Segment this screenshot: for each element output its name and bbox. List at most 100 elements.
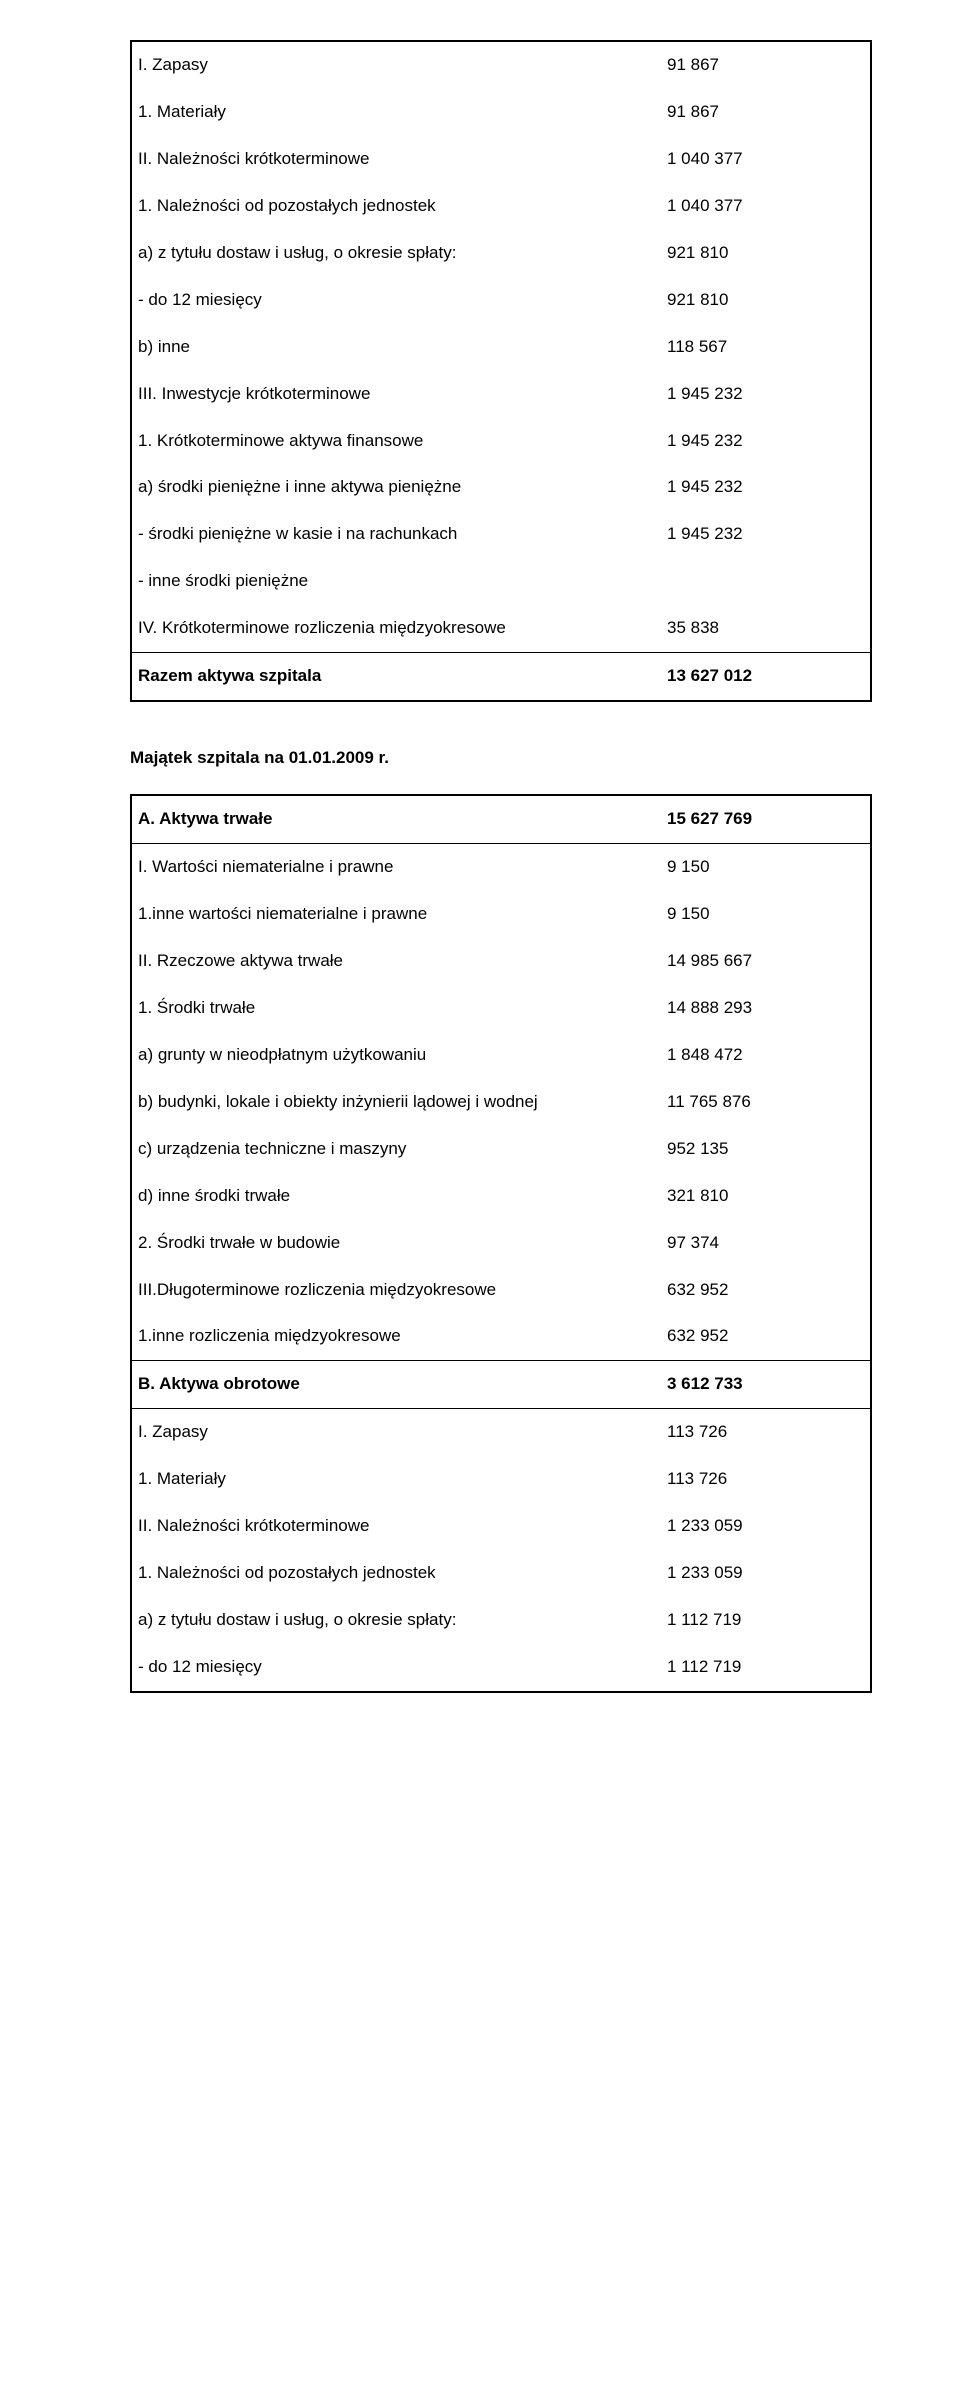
row-value: 9 150 [661, 844, 871, 891]
row-value: 3 612 733 [661, 1361, 871, 1409]
row-value: 1 945 232 [661, 511, 871, 558]
row-label: III.Długoterminowe rozliczenia międzyokr… [131, 1267, 661, 1314]
table-row: Razem aktywa szpitala13 627 012 [131, 653, 871, 701]
row-value: 91 867 [661, 89, 871, 136]
table-row: IV. Krótkoterminowe rozliczenia międzyok… [131, 605, 871, 652]
table-row: 1. Krótkoterminowe aktywa finansowe1 945… [131, 418, 871, 465]
table-row: II. Należności krótkoterminowe1 040 377 [131, 136, 871, 183]
row-value: 952 135 [661, 1126, 871, 1173]
row-label: 1.inne wartości niematerialne i prawne [131, 891, 661, 938]
table-row: c) urządzenia techniczne i maszyny952 13… [131, 1126, 871, 1173]
row-value: 11 765 876 [661, 1079, 871, 1126]
row-label: a) środki pieniężne i inne aktywa pienię… [131, 464, 661, 511]
row-value: 632 952 [661, 1313, 871, 1360]
table-row: d) inne środki trwałe321 810 [131, 1173, 871, 1220]
table-row: A. Aktywa trwałe15 627 769 [131, 795, 871, 843]
row-value: 1 112 719 [661, 1597, 871, 1644]
row-value: 14 888 293 [661, 985, 871, 1032]
row-label: B. Aktywa obrotowe [131, 1361, 661, 1409]
row-label: I. Zapasy [131, 41, 661, 89]
row-value: 113 726 [661, 1456, 871, 1503]
row-label: - inne środki pieniężne [131, 558, 661, 605]
table-row: I. Zapasy91 867 [131, 41, 871, 89]
table-row: a) środki pieniężne i inne aktywa pienię… [131, 464, 871, 511]
row-label: a) grunty w nieodpłatnym użytkowaniu [131, 1032, 661, 1079]
table-row: b) inne118 567 [131, 324, 871, 371]
row-label: b) inne [131, 324, 661, 371]
row-value: 118 567 [661, 324, 871, 371]
table-row: I. Wartości niematerialne i prawne9 150 [131, 844, 871, 891]
row-value: 91 867 [661, 41, 871, 89]
page: I. Zapasy91 8671. Materiały91 867II. Nal… [0, 0, 960, 1733]
table-row: - inne środki pieniężne [131, 558, 871, 605]
table-row: - do 12 miesięcy1 112 719 [131, 1644, 871, 1692]
table-row: II. Należności krótkoterminowe1 233 059 [131, 1503, 871, 1550]
table-row: 1.inne rozliczenia międzyokresowe632 952 [131, 1313, 871, 1360]
table-row: B. Aktywa obrotowe3 612 733 [131, 1361, 871, 1409]
row-label: a) z tytułu dostaw i usług, o okresie sp… [131, 230, 661, 277]
section-heading-2009: Majątek szpitala na 01.01.2009 r. [130, 748, 870, 768]
row-value: 1 040 377 [661, 183, 871, 230]
table-row: 1. Należności od pozostałych jednostek1 … [131, 1550, 871, 1597]
table-1-body: I. Zapasy91 8671. Materiały91 867II. Nal… [131, 41, 871, 701]
row-label: d) inne środki trwałe [131, 1173, 661, 1220]
row-label: Razem aktywa szpitala [131, 653, 661, 701]
row-value: 1 945 232 [661, 418, 871, 465]
row-value: 113 726 [661, 1409, 871, 1456]
row-value: 35 838 [661, 605, 871, 652]
row-value: 321 810 [661, 1173, 871, 1220]
row-value: 13 627 012 [661, 653, 871, 701]
row-value: 1 040 377 [661, 136, 871, 183]
row-label: 2. Środki trwałe w budowie [131, 1220, 661, 1267]
table-row: 1. Materiały113 726 [131, 1456, 871, 1503]
table-row: 1. Środki trwałe14 888 293 [131, 985, 871, 1032]
row-value: 921 810 [661, 277, 871, 324]
table-row: a) z tytułu dostaw i usług, o okresie sp… [131, 230, 871, 277]
row-label: b) budynki, lokale i obiekty inżynierii … [131, 1079, 661, 1126]
row-label: A. Aktywa trwałe [131, 795, 661, 843]
row-label: II. Należności krótkoterminowe [131, 1503, 661, 1550]
table-row: II. Rzeczowe aktywa trwałe14 985 667 [131, 938, 871, 985]
table-row: 1. Materiały91 867 [131, 89, 871, 136]
row-value: 1 945 232 [661, 371, 871, 418]
table-row: 1.inne wartości niematerialne i prawne9 … [131, 891, 871, 938]
table-2-body: A. Aktywa trwałe15 627 769I. Wartości ni… [131, 795, 871, 1692]
row-label: - do 12 miesięcy [131, 277, 661, 324]
row-value: 921 810 [661, 230, 871, 277]
table-row: 1. Należności od pozostałych jednostek1 … [131, 183, 871, 230]
row-label: I. Zapasy [131, 1409, 661, 1456]
row-label: 1. Krótkoterminowe aktywa finansowe [131, 418, 661, 465]
row-value: 14 985 667 [661, 938, 871, 985]
row-label: 1.inne rozliczenia międzyokresowe [131, 1313, 661, 1360]
row-label: II. Należności krótkoterminowe [131, 136, 661, 183]
row-label: IV. Krótkoterminowe rozliczenia międzyok… [131, 605, 661, 652]
row-label: a) z tytułu dostaw i usług, o okresie sp… [131, 1597, 661, 1644]
row-value: 1 848 472 [661, 1032, 871, 1079]
table-row: - do 12 miesięcy921 810 [131, 277, 871, 324]
row-label: III. Inwestycje krótkoterminowe [131, 371, 661, 418]
table-row: - środki pieniężne w kasie i na rachunka… [131, 511, 871, 558]
row-label: 1. Materiały [131, 1456, 661, 1503]
table-row: a) z tytułu dostaw i usług, o okresie sp… [131, 1597, 871, 1644]
row-label: II. Rzeczowe aktywa trwałe [131, 938, 661, 985]
row-label: 1. Materiały [131, 89, 661, 136]
row-value: 97 374 [661, 1220, 871, 1267]
row-value: 1 233 059 [661, 1550, 871, 1597]
table-row: a) grunty w nieodpłatnym użytkowaniu1 84… [131, 1032, 871, 1079]
row-value: 1 233 059 [661, 1503, 871, 1550]
row-label: I. Wartości niematerialne i prawne [131, 844, 661, 891]
row-value: 9 150 [661, 891, 871, 938]
row-value: 1 945 232 [661, 464, 871, 511]
table-row: III. Inwestycje krótkoterminowe1 945 232 [131, 371, 871, 418]
table-row: I. Zapasy113 726 [131, 1409, 871, 1456]
table-2: A. Aktywa trwałe15 627 769I. Wartości ni… [130, 794, 872, 1693]
table-row: b) budynki, lokale i obiekty inżynierii … [131, 1079, 871, 1126]
row-value: 1 112 719 [661, 1644, 871, 1692]
row-label: - do 12 miesięcy [131, 1644, 661, 1692]
table-row: 2. Środki trwałe w budowie97 374 [131, 1220, 871, 1267]
table-row: III.Długoterminowe rozliczenia międzyokr… [131, 1267, 871, 1314]
row-value: 15 627 769 [661, 795, 871, 843]
row-value [661, 558, 871, 605]
row-label: 1. Należności od pozostałych jednostek [131, 183, 661, 230]
table-1: I. Zapasy91 8671. Materiały91 867II. Nal… [130, 40, 872, 702]
